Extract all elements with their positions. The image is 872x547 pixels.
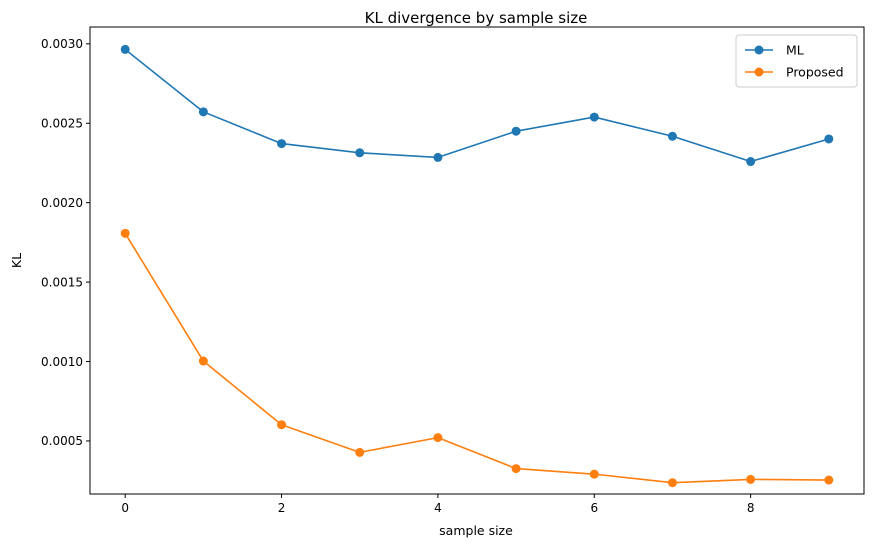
legend-label-ml: ML [786, 43, 804, 58]
series-line-proposed [124, 232, 829, 484]
x-tick-label: 4 [434, 501, 442, 515]
data-point-proposed [746, 474, 756, 484]
y-tick-label: 0.0025 [41, 117, 83, 131]
data-point-proposed [433, 433, 443, 443]
data-point-ml [511, 126, 521, 136]
data-point-ml [589, 112, 599, 122]
data-point-ml [824, 134, 834, 144]
data-point-proposed [824, 475, 834, 485]
data-point-ml [120, 44, 130, 54]
y-tick-label: 0.0020 [41, 196, 83, 210]
data-point-proposed [667, 478, 677, 488]
x-axis-ticks: 0 2 4 6 8 [121, 494, 754, 515]
series-line-ml [124, 48, 830, 163]
data-point-proposed [198, 356, 208, 366]
data-point-proposed [355, 447, 365, 457]
data-point-ml [355, 148, 365, 158]
x-axis-label: sample size [439, 523, 513, 538]
legend-label-proposed: Proposed [786, 65, 844, 80]
y-tick-label: 0.0015 [41, 275, 83, 289]
x-tick-label: 8 [747, 501, 755, 515]
axes-frame [89, 26, 865, 495]
legend-marker-ml [754, 45, 764, 55]
data-point-ml [198, 107, 208, 117]
y-tick-label: 0.0010 [41, 355, 83, 369]
legend-box [735, 34, 858, 88]
data-point-proposed [589, 469, 599, 479]
data-point-ml [746, 157, 756, 167]
y-axis-label: KL [9, 253, 24, 268]
data-point-ml [277, 139, 287, 149]
y-tick-label: 0.0030 [41, 37, 83, 51]
x-tick-label: 0 [121, 501, 129, 515]
data-point-ml [433, 152, 443, 162]
series-layer [120, 44, 834, 488]
x-tick-label: 6 [590, 501, 598, 515]
data-point-proposed [120, 228, 130, 238]
data-point-proposed [277, 420, 287, 430]
legend-marker-proposed [754, 67, 764, 77]
data-point-proposed [511, 464, 521, 474]
x-tick-label: 2 [278, 501, 286, 515]
y-tick-label: 0.0005 [41, 434, 83, 448]
y-axis-ticks: 0.0005 0.0010 0.0015 0.0020 0.0025 0.0030 [41, 37, 90, 448]
data-point-ml [667, 131, 677, 141]
chart-title: KL divergence by sample size [365, 9, 588, 27]
legend: ML Proposed [735, 34, 858, 88]
